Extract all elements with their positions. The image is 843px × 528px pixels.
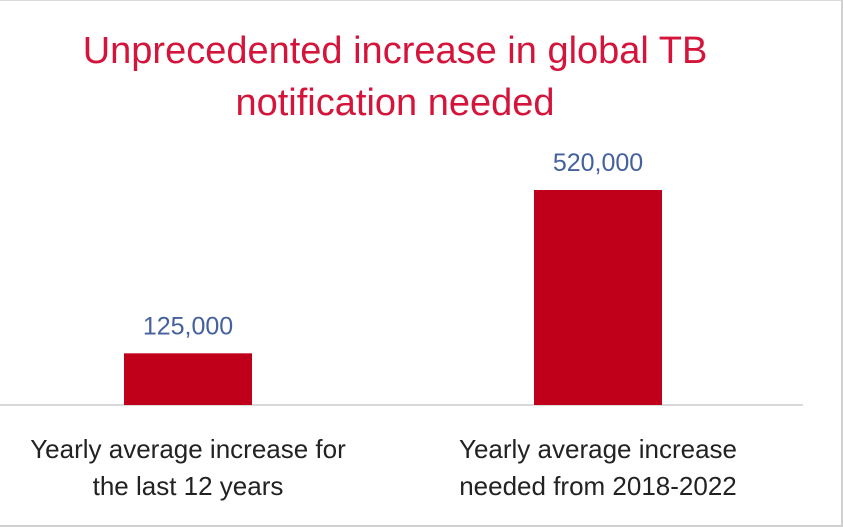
category-label-2: Yearly average increase needed from 2018… — [398, 431, 798, 505]
category-label-2-line-2: needed from 2018-2022 — [459, 471, 737, 501]
category-label-2-line-1: Yearly average increase — [459, 434, 737, 464]
category-label-1: Yearly average increase for the last 12 … — [0, 431, 388, 505]
data-label-2: 520,000 — [553, 149, 643, 177]
bar-1 — [124, 353, 252, 405]
chart-title-line-1: Unprecedented increase in global TB — [82, 30, 708, 72]
chart-title-line-2: notification needed — [235, 82, 555, 124]
bar-2 — [534, 190, 662, 405]
data-label-1: 125,000 — [143, 312, 233, 340]
bars-layer: 125,000 520,000 — [124, 149, 662, 405]
category-label-1-line-2: the last 12 years — [92, 471, 284, 501]
category-label-1-line-1: Yearly average increase for — [30, 434, 346, 464]
chart-title: Unprecedented increase in global TB noti… — [0, 25, 790, 129]
